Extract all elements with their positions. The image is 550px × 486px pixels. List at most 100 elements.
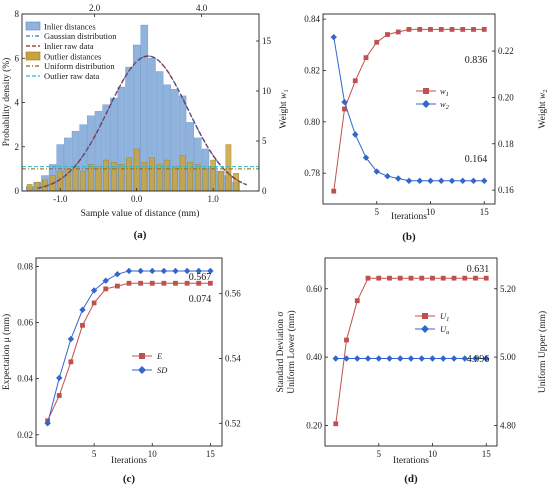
y-tick-label: 0.02 xyxy=(17,430,33,440)
legend-label-w2: w2 xyxy=(440,99,450,111)
x-tick-label: 15 xyxy=(206,449,216,459)
marker-U1 xyxy=(333,421,339,427)
marker-Uu xyxy=(440,355,447,362)
ticks-c: 5 10 15 0.02 0.04 0.06 0.08 0.52 0.54 0.56 xyxy=(17,261,241,459)
marker-Uu xyxy=(375,355,382,362)
marker-U1 xyxy=(387,275,392,281)
marker-U1 xyxy=(408,275,414,281)
plot-b xyxy=(330,27,488,194)
y2-tick-label: 0.56 xyxy=(225,289,241,299)
outlier-bar xyxy=(233,173,239,192)
marker-U1 xyxy=(483,275,489,281)
x-tick-label: 10 xyxy=(426,207,436,217)
panel-b: 5 10 15 0.78 0.80 0.82 0.84 0.16 0.18 0.20 0.22 w1… xyxy=(279,13,549,243)
y-tick-label: 8 xyxy=(15,9,20,19)
outlier-bar xyxy=(202,168,209,192)
x-axis-label-a: Sample value of distance (mm) xyxy=(81,208,200,219)
outlier-bar xyxy=(217,170,224,192)
marker-E xyxy=(126,280,132,286)
y2-tick-label: 0.16 xyxy=(498,185,514,195)
marker-E xyxy=(114,283,120,289)
marker-U1 xyxy=(354,298,360,304)
y2-tick-label: 0.22 xyxy=(498,46,514,56)
y-tick-label: 0.60 xyxy=(306,284,322,294)
marker-E xyxy=(149,280,155,286)
marker-U1 xyxy=(419,275,425,281)
outlier-bar xyxy=(210,159,216,192)
panel-label-a: (a) xyxy=(134,229,147,241)
panel-d: 5 10 15 0.20 0.40 0.60 4.80 5.00 5.20 U1 Uu 0.63… xyxy=(276,257,548,485)
marker-SD xyxy=(56,374,63,382)
marker-w1 xyxy=(352,78,358,84)
legend-label: Uniform distribution xyxy=(44,61,115,71)
legend-label-E: E xyxy=(156,351,163,361)
legend-label: Outlier distances xyxy=(44,52,101,62)
annotation-e-final: 0.074 xyxy=(189,294,212,305)
y2-tick-label: 0.20 xyxy=(498,92,514,102)
y2-tick-label: 0.54 xyxy=(225,353,241,363)
marker-SD xyxy=(183,267,191,275)
marker-U1 xyxy=(451,275,457,281)
y2-tick-label: 15 xyxy=(262,36,272,46)
marker-SD xyxy=(79,306,86,314)
x-tick-label: 10 xyxy=(428,449,438,459)
marker-Uu xyxy=(343,355,350,362)
marker-E xyxy=(80,322,85,328)
y-tick-label: 0.20 xyxy=(306,420,322,430)
y2-tick-label: 0.18 xyxy=(498,139,514,149)
plot-frame-b xyxy=(322,13,496,205)
legend-label-w1: w1 xyxy=(440,86,449,98)
outlier-bar xyxy=(172,166,178,192)
outlier-bar xyxy=(164,159,171,192)
series-line-w1 xyxy=(333,28,485,192)
marker-SD xyxy=(207,267,214,275)
y2-tick-label: 5 xyxy=(262,136,267,146)
marker-SD xyxy=(172,267,179,275)
annotation-sd-final: 0.567 xyxy=(189,272,212,283)
marker-w2 xyxy=(448,177,456,185)
x-tick-label: 5 xyxy=(377,449,382,459)
y-tick-label: 2 xyxy=(15,142,20,152)
marker-Uu xyxy=(472,355,479,362)
y-axis-label-b: Weight w1 xyxy=(279,89,290,128)
marker-w2 xyxy=(405,177,413,185)
marker-w1 xyxy=(460,27,466,32)
legend-swatch-outlier-distances xyxy=(25,51,41,61)
marker-w2 xyxy=(459,177,466,185)
outlier-bar xyxy=(26,184,33,192)
marker-w2 xyxy=(481,177,488,185)
annotation-w1-final: 0.836 xyxy=(465,55,488,66)
marker-w1 xyxy=(395,29,401,35)
y-tick-label: 0.40 xyxy=(306,352,322,362)
marker-U1 xyxy=(473,275,478,281)
x2-tick-label: 2.0 xyxy=(89,3,101,13)
marker-w2 xyxy=(427,177,434,185)
marker-Uu xyxy=(386,355,393,362)
plot-frame-c xyxy=(35,257,223,447)
ticks-b: 5 10 15 0.78 0.80 0.82 0.84 0.16 0.18 0.20 0.22 xyxy=(304,14,514,217)
x-tick-label: -1.0 xyxy=(53,194,68,204)
y2-tick-label: 5.00 xyxy=(500,352,516,362)
outlier-bar xyxy=(149,157,155,192)
marker-E xyxy=(184,280,190,286)
x-tick-label: 15 xyxy=(480,207,490,217)
marker-E xyxy=(173,280,178,286)
marker-w2 xyxy=(416,177,423,185)
marker-w1 xyxy=(363,55,369,61)
x-tick-label: 15 xyxy=(482,449,492,459)
marker-Uu xyxy=(450,355,458,362)
marker-Uu xyxy=(418,355,425,362)
legend-label-U1: U1 xyxy=(440,311,449,323)
marker-w2 xyxy=(470,177,477,185)
legend-marker-E xyxy=(139,353,145,359)
ticks-a: -1.0 0.0 1.0 2.0 4.0 0 2 4 6 8 0 5 10 15 xyxy=(15,3,272,204)
legend-label: Outlier raw data xyxy=(44,71,99,81)
y-tick-label: 6 xyxy=(15,53,20,63)
outlier-bar xyxy=(34,181,41,192)
marker-U1 xyxy=(344,337,349,343)
legend-label: Inlier raw data xyxy=(44,41,94,51)
marker-E xyxy=(138,280,144,286)
marker-w1 xyxy=(438,27,444,32)
distribution-curves xyxy=(22,55,259,189)
marker-E xyxy=(68,359,74,365)
